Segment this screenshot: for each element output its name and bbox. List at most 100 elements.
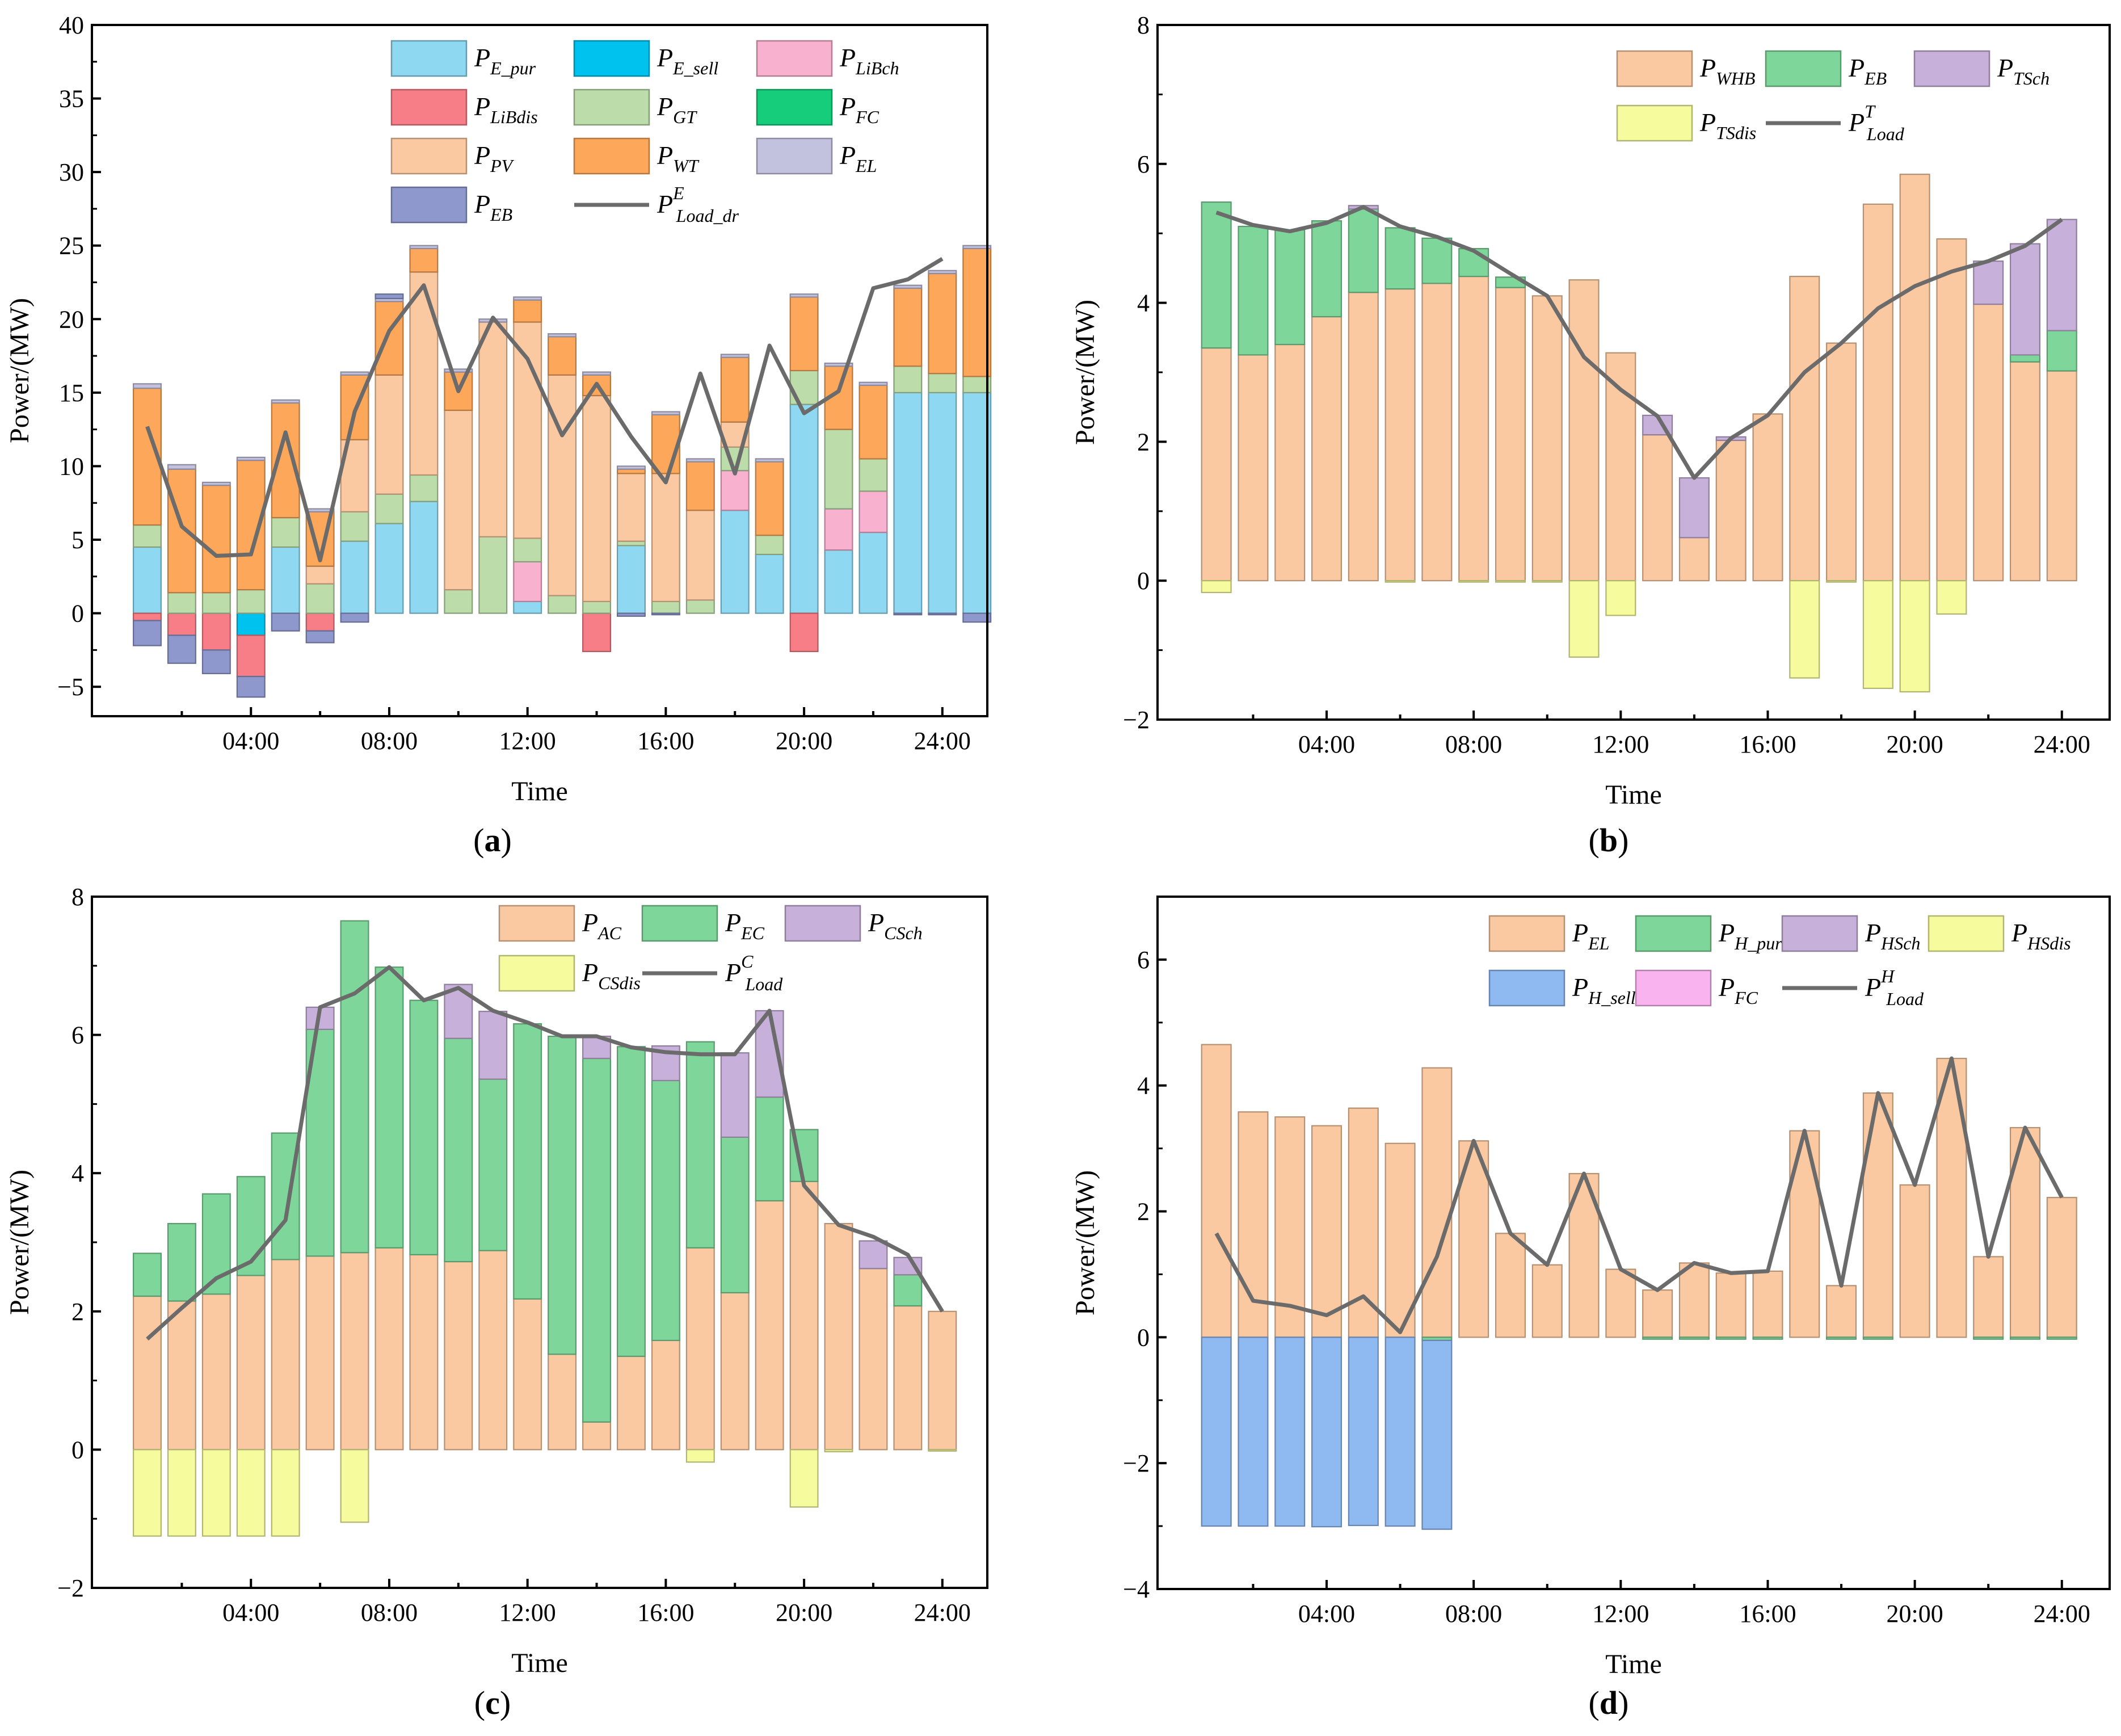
y-tick-label-a: 25 (59, 232, 84, 260)
bar-segment-libdis-4 (236, 634, 266, 678)
bar-segment-el-18 (720, 354, 750, 358)
y-tick-label-a: 5 (71, 526, 84, 554)
bar-segment-ac-11 (478, 1250, 508, 1451)
plot-frame-d (1156, 896, 2111, 1590)
x-tick-label-a: 24:00 (914, 727, 971, 755)
bar-segment-libdis-1 (133, 612, 162, 621)
bar-segment-wt-9 (409, 247, 439, 273)
bar-segment-ebg-4 (1311, 220, 1343, 318)
legend-swatch-e-pur (390, 40, 468, 77)
legend-a: PE_pur PE_sell PLiBch PLiBdis PGT PFC PPV PWT PE… (390, 40, 899, 226)
bar-segment-ebg-3 (1274, 229, 1306, 346)
legend-swatch-gt (573, 89, 650, 126)
bar-segment-pv-12 (513, 321, 542, 539)
bar-segment-e-pur-25 (962, 392, 992, 614)
bar-segment-tsdis-20 (1899, 580, 1930, 693)
legend-swatch-csch (784, 905, 861, 942)
bar-segment-eb-5 (271, 612, 300, 632)
bar-segment-h-sell-5 (1348, 1336, 1379, 1527)
legend-label-d: PH_sell (1572, 973, 1636, 1008)
bar-segment-el-25 (962, 245, 992, 250)
bar-segment-h-pur-22 (1973, 1336, 2004, 1340)
bar-segment-h-pur-18 (1826, 1336, 1857, 1340)
bar-segment-whb-3 (1274, 343, 1306, 582)
bar-segment-libch-18 (720, 470, 750, 511)
bar-segment-pv-16 (651, 473, 680, 602)
bar-segment-whb-24 (2046, 370, 2077, 582)
bar-segment-tsch-23 (2009, 243, 2041, 356)
bar-segment-ec-14 (582, 1057, 611, 1423)
bar-segment-gt-16 (651, 600, 680, 614)
bar-segment-pv-10 (444, 409, 473, 591)
y-tick-label-a: 40 (59, 11, 84, 39)
panel-a-chart: 40 35 30 25 20 15 10 5 0 −5 04:00 08:00 12:00 16:00 20… (5, 11, 992, 859)
bar-segment-ebg-5 (1348, 208, 1379, 293)
bar-segment-ac-10 (1531, 1264, 1563, 1338)
bar-segment-ec-10 (444, 1037, 473, 1263)
y-axis-title-a: Power/(MW) (5, 298, 35, 443)
bar-segment-h-pur-16 (1752, 1336, 1783, 1340)
legend-swatch-el (756, 137, 833, 175)
bar-segment-el-13 (548, 333, 577, 338)
legend-swatch-wt (573, 137, 650, 175)
legend-swatch-fc (756, 89, 833, 126)
x-tick-label-c: 24:00 (914, 1599, 971, 1626)
load-line-a (145, 257, 944, 562)
bar-segment-wt-25 (962, 247, 992, 377)
bar-segment-pv-17 (685, 510, 715, 601)
legend-swatch-ebg (1765, 50, 1842, 87)
bar-segment-ac-14 (1678, 1262, 1710, 1338)
bar-segment-el-10 (444, 368, 473, 373)
y-tick-label-a: 0 (71, 600, 84, 628)
bar-segment-eb-6 (305, 630, 335, 644)
bar-segment-e-pur-7 (340, 540, 369, 614)
bar-segment-ac-16 (651, 1339, 680, 1451)
bar-segment-tsdis-8 (1458, 580, 1489, 583)
panel-b-chart: 8 6 4 2 0 −2 04:00 08:00 12:00 16:00 20:00 24:00 Tim… (1070, 11, 2111, 859)
bar-segment-csdis-7 (340, 1449, 369, 1523)
bar-segment-pv-8 (374, 374, 404, 495)
bar-segment-pv-6 (305, 565, 335, 585)
y-tick-label-b: 8 (1137, 11, 1150, 39)
bar-segment-eb-8 (374, 293, 404, 300)
bar-segment-ec-9 (409, 999, 439, 1256)
legend-label-a: PEB (474, 190, 512, 225)
bar-segment-whb-23 (2009, 361, 2041, 582)
y-tick-label-c: 4 (71, 1159, 84, 1187)
x-tick-label-d: 24:00 (2034, 1600, 2090, 1628)
bar-segment-eb-16 (651, 612, 680, 616)
bar-segment-pv-13 (548, 374, 577, 596)
bar-segment-ac-9 (1495, 1233, 1526, 1338)
y-tick-label-c: 6 (71, 1022, 84, 1049)
bar-segment-ac-13 (548, 1354, 577, 1451)
legend-label-b: PTSdis (1699, 108, 1756, 143)
bar-segment-el-15 (616, 465, 646, 470)
y-tick-label-d: 2 (1137, 1198, 1150, 1226)
bar-segment-e-pur-23 (893, 392, 923, 614)
legend-swatch-e-sell (573, 40, 650, 77)
legend-swatch-whb (1616, 50, 1693, 87)
bar-segment-csdis-5 (271, 1449, 300, 1537)
x-tick-label-d: 20:00 (1887, 1600, 1943, 1628)
bar-segment-whb-22 (1973, 303, 2004, 582)
bar-segment-ac-7 (340, 1252, 369, 1451)
bar-segment-eb-23 (893, 612, 923, 616)
bar-segment-el-24 (928, 270, 957, 275)
bar-segment-ac-22 (1973, 1256, 2004, 1338)
y-tick-label-b: 4 (1137, 289, 1150, 317)
y-tick-label-a: 35 (59, 85, 84, 113)
bar-segment-ac-22 (859, 1268, 888, 1451)
bar-segment-whb-18 (1826, 342, 1857, 582)
x-tick-label-b: 24:00 (2034, 730, 2090, 758)
x-axis-title-a: Time (511, 776, 568, 806)
bar-segment-el-20 (789, 293, 819, 298)
bar-segment-eb-7 (340, 612, 369, 623)
y-tick-label-b: 6 (1137, 150, 1150, 178)
legend-label-d: PH Load (1865, 966, 1924, 1009)
legend-swatch-fch (1635, 969, 1712, 1007)
legend-swatch-tsdis (1616, 104, 1693, 142)
y-axis-title-d: Power/(MW) (1070, 1170, 1100, 1315)
bar-segment-ec-7 (340, 920, 369, 1254)
bar-segment-ac-10 (444, 1261, 473, 1451)
